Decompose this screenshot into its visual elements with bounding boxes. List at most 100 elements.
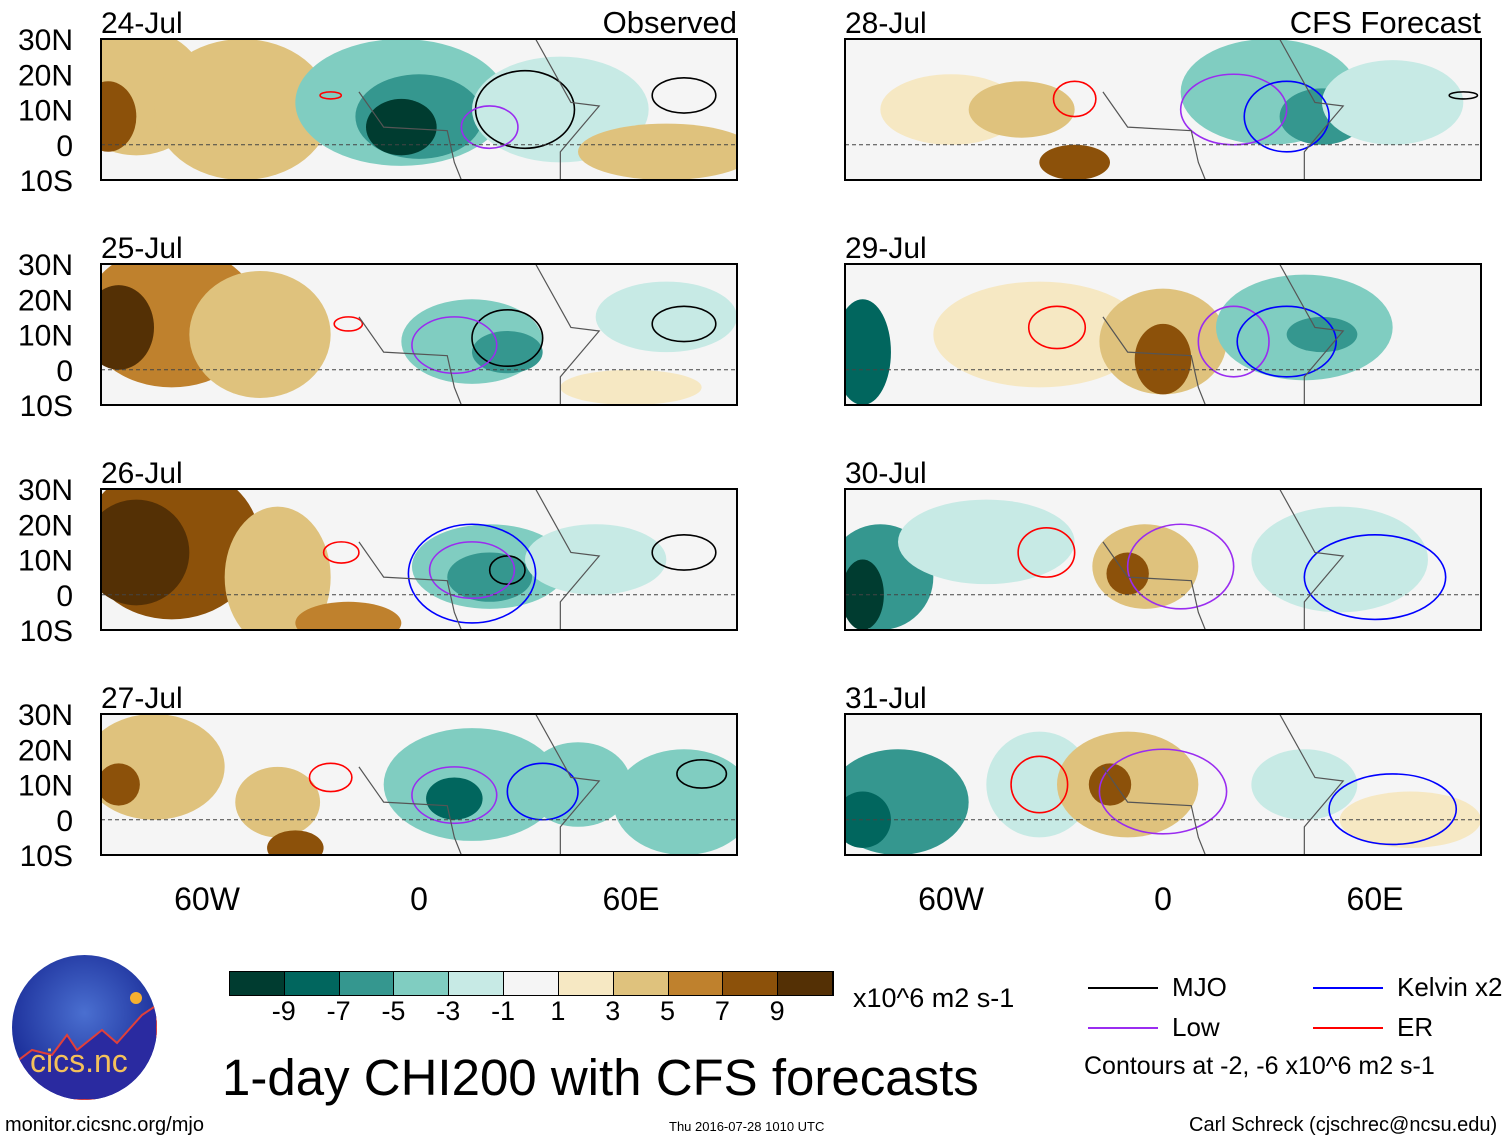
wave-contour [411, 766, 498, 825]
anomaly-blob [189, 271, 331, 398]
colorbar-label: -3 [436, 996, 461, 1026]
coastline [358, 264, 601, 405]
wave-contour [308, 762, 353, 793]
lat-tick-label: 30N [18, 699, 73, 732]
wave-contour [1243, 80, 1330, 153]
anomaly-blob [366, 98, 437, 156]
lat-tick-label: 10N [18, 545, 73, 578]
anomaly-blob [968, 81, 1075, 138]
panel-date: 31-Jul [845, 682, 927, 715]
lat-tick-label: 30N [18, 474, 73, 507]
anomaly-blob [595, 281, 737, 353]
panel-frame [100, 263, 738, 406]
lat-tick-label: 0 [56, 130, 73, 163]
anomaly-blob [845, 559, 884, 630]
anomaly-blob [101, 714, 225, 820]
colorbar-label: -9 [271, 996, 296, 1026]
lat-tick-label: 30N [18, 24, 73, 57]
anomaly-blob [101, 499, 190, 606]
map-panel: 30-Jul [844, 457, 1482, 631]
lat-tick-label: 10S [20, 840, 73, 873]
colorbar-label: 1 [550, 996, 566, 1026]
anomaly-blob [986, 731, 1093, 838]
panel-frame [100, 38, 738, 181]
panel-frame [844, 488, 1482, 631]
wave-contour [488, 555, 526, 585]
anomaly-blob [267, 830, 324, 855]
wave-contour [1027, 305, 1087, 350]
anomaly-blob [101, 763, 140, 806]
lat-tick-label: 10N [18, 320, 73, 353]
anomaly-blob [560, 369, 702, 405]
wave-contour [651, 76, 717, 114]
coastline [358, 714, 601, 855]
panel-frame [844, 263, 1482, 406]
logo: cics.nc [12, 955, 157, 1100]
anomaly-blob [224, 506, 331, 630]
legend-note: Contours at -2, -6 x10^6 m2 s-1 [1084, 1052, 1435, 1080]
colorbar-units: x10^6 m2 s-1 [853, 983, 1015, 1013]
lat-tick-label: 10S [20, 165, 73, 198]
anomaly-blob [101, 81, 137, 152]
panel-frame [844, 38, 1482, 181]
lon-tick-label: 0 [1154, 881, 1172, 917]
anomaly-blob [101, 285, 154, 370]
wave-contour [676, 759, 728, 789]
lat-tick-label: 10N [18, 770, 73, 803]
legend-line [1313, 1027, 1383, 1029]
colorbar-label: -7 [326, 996, 351, 1026]
anomaly-field [845, 264, 1481, 405]
figure-title: 1-day CHI200 with CFS forecasts [222, 1049, 979, 1106]
colorbar-swatch [668, 972, 724, 995]
lat-tick-label: 10S [20, 615, 73, 648]
colorbar-swatch [778, 972, 833, 995]
anomaly-blob [447, 552, 533, 602]
lat-tick-label: 20N [18, 59, 73, 92]
coastline [1102, 39, 1345, 180]
colorbar-label: 5 [660, 996, 676, 1026]
lat-tick-label: 20N [18, 284, 73, 317]
lat-tick-label: 0 [56, 580, 73, 613]
wave-contour [1303, 534, 1447, 621]
anomaly-blob [525, 742, 631, 827]
lat-tick-label: 30N [18, 249, 73, 282]
panel-date: 30-Jul [845, 457, 927, 490]
wave-contour [1017, 526, 1076, 578]
anomaly-blob [933, 281, 1146, 388]
legend-label: ER [1397, 1012, 1434, 1042]
map-panel: 29-Jul [844, 232, 1482, 406]
anomaly-blob [295, 601, 402, 630]
colorbar-swatch [284, 972, 340, 995]
map-panels: 24-Jul Observed30N20N10N010S25-Jul30N20N1… [18, 5, 1482, 917]
panel-date: 24-Jul [101, 7, 183, 40]
coastline [1102, 714, 1345, 855]
anomaly-blob [1088, 763, 1132, 806]
column-label: Observed [603, 5, 737, 40]
anomaly-blob [1322, 60, 1464, 145]
author: Carl Schreck (cjschrec@ncsu.edu) [1189, 1114, 1498, 1136]
panel-frame [844, 713, 1482, 856]
lon-tick-label: 60E [603, 881, 660, 917]
colorbar-swatch [723, 972, 779, 995]
map-panel: 31-Jul 60W 0 60E [844, 682, 1482, 917]
colorbar [229, 971, 834, 996]
legend-label: MJO [1172, 972, 1227, 1002]
anomaly-blob [1251, 749, 1358, 820]
legend-line [1088, 987, 1158, 989]
legend-label: Kelvin x2 [1397, 972, 1503, 1002]
wave-contour [651, 305, 717, 343]
panel-frame [100, 713, 738, 856]
anomaly-blob [898, 499, 1075, 585]
colorbar-swatch [449, 972, 505, 995]
anomaly-blob [613, 749, 737, 855]
anomaly-field [845, 489, 1481, 630]
wave-contour [1126, 523, 1235, 610]
anomaly-blob [1039, 144, 1110, 180]
anomaly-blob [845, 299, 891, 405]
colorbar-swatch [394, 972, 450, 995]
wave-contour [322, 541, 360, 564]
